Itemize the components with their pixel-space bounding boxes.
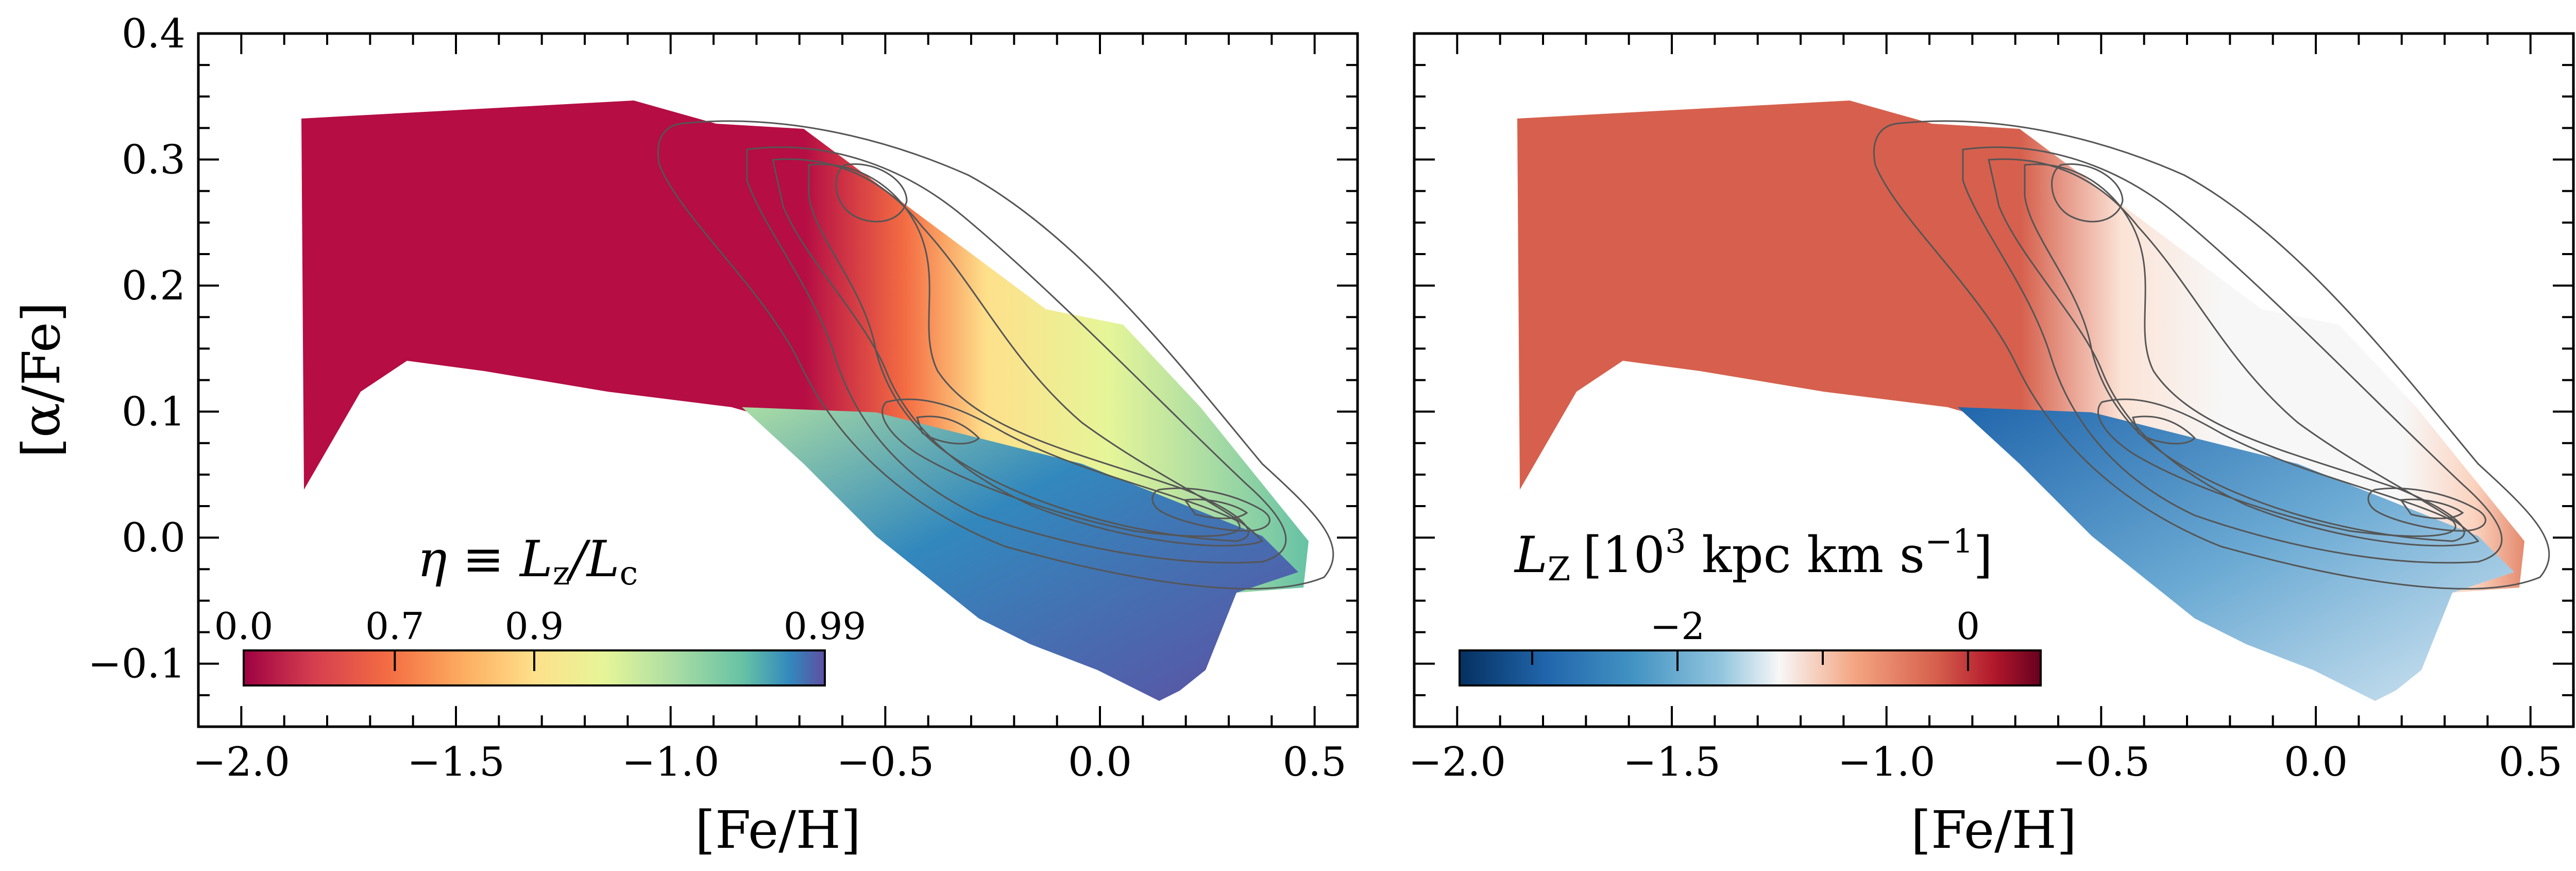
colorbar-tick-label: 0.99 — [784, 605, 866, 648]
x-axis-label-right: [Fe/H] — [1911, 800, 2077, 860]
axes-left: −2.0 −1.5 −1.0 −0.5 0.0 0.5 −0.1 0.0 0.1 0.2 0.3 0.… — [88, 11, 1359, 785]
colorbar-ticks: −2 0 — [1531, 605, 1980, 671]
colorbar-tick-label: 0.7 — [365, 605, 425, 648]
x-tick-label: −2.0 — [1409, 739, 1506, 785]
axes-right: −2.0 −1.5 −1.0 −0.5 0.0 0.5 — [1409, 32, 2574, 785]
x-tick-label: −0.5 — [837, 739, 934, 785]
y-tick-label: −0.1 — [88, 641, 185, 688]
x-tick-label: 0.0 — [1068, 739, 1132, 785]
y-tick-label: 0.1 — [122, 389, 185, 435]
y-tick-label: 0.2 — [122, 263, 185, 309]
y-axis-label: [α/Fe] — [11, 302, 72, 458]
x-tick-label: −1.0 — [622, 739, 719, 785]
colorbar-title: LZ [103 kpc km s−1] — [1514, 523, 1993, 589]
colorbar-tick-label: 0 — [1956, 605, 1980, 648]
y-tick-label: 0.3 — [122, 137, 185, 183]
colorbar-gradient — [1459, 649, 2042, 686]
colorbar-lz: −2 0 LZ [103 kpc km s−1] — [1459, 523, 2042, 686]
x-tick-label: −1.0 — [1838, 739, 1935, 785]
y-tick-label: 0.0 — [122, 515, 185, 561]
x-tick-label: −1.5 — [407, 739, 504, 785]
panel-lz — [1517, 100, 2524, 701]
colorbar-ticks: 0.0 0.7 0.9 0.99 — [214, 605, 866, 671]
density-contours — [1873, 120, 2550, 590]
x-axis-label-left: [Fe/H] — [695, 800, 861, 860]
colorbar-tick-label: 0.0 — [214, 605, 274, 648]
colorbar-title: η ≡ Lz/Lc — [417, 530, 638, 593]
x-tick-label: −2.0 — [193, 739, 290, 785]
y-tick-label: 0.4 — [122, 11, 185, 57]
heatmap-region-prograde-lz — [1958, 407, 2514, 701]
x-tick-label: 0.5 — [2499, 739, 2563, 785]
x-tick-label: −0.5 — [2053, 739, 2150, 785]
density-contours — [657, 120, 1334, 590]
x-tick-label: −1.5 — [1623, 739, 1720, 785]
x-tick-label: 0.5 — [1283, 739, 1347, 785]
colorbar-eta: 0.0 0.7 0.9 0.99 η ≡ Lz/Lc — [214, 530, 866, 686]
panel-eta — [301, 100, 1309, 701]
heatmap-region-prograde-eta — [742, 407, 1298, 701]
x-tick-label: 0.0 — [2284, 739, 2348, 785]
colorbar-tick-label: 0.9 — [505, 605, 564, 648]
colorbar-tick-label: −2 — [1650, 605, 1705, 648]
